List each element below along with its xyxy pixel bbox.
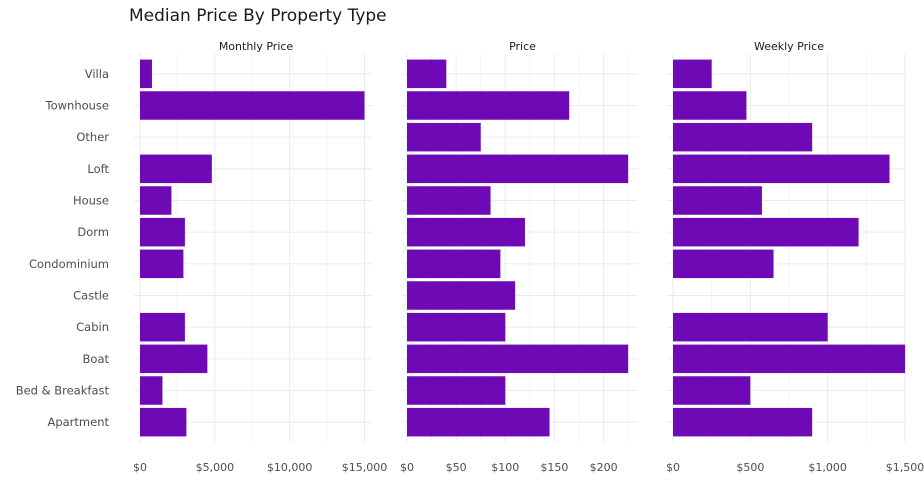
x-tick-label: $0	[400, 461, 414, 474]
bar	[673, 407, 813, 437]
bar	[407, 312, 506, 342]
category-label: Villa	[85, 67, 109, 81]
bar	[407, 154, 629, 184]
x-tick-label: $1,500	[886, 461, 924, 474]
category-label: House	[73, 194, 109, 208]
bar	[140, 312, 185, 342]
x-tick-label: $100	[491, 461, 519, 474]
bar	[140, 186, 172, 215]
category-label: Other	[76, 130, 109, 144]
bar	[140, 407, 187, 437]
x-tick-label: $15,000	[342, 461, 388, 474]
bar	[673, 59, 712, 89]
x-tick-label: $150	[540, 461, 568, 474]
category-label: Condominium	[29, 257, 109, 271]
bar	[140, 249, 184, 279]
panel-strip-label: Weekly Price	[754, 40, 824, 53]
bar	[673, 186, 762, 215]
bar	[407, 249, 501, 279]
bar	[673, 312, 828, 342]
bar	[407, 344, 629, 374]
bar	[407, 407, 550, 437]
bar	[673, 91, 747, 120]
bar	[673, 154, 890, 184]
category-label: Townhouse	[45, 99, 109, 113]
x-tick-label: $10,000	[267, 461, 313, 474]
bar	[407, 59, 447, 89]
chart-title: Median Price By Property Type	[129, 6, 387, 26]
bar	[140, 376, 163, 405]
x-tick-label: $500	[736, 461, 764, 474]
panel-strip-label: Price	[509, 40, 536, 53]
x-tick-label: $200	[590, 461, 618, 474]
x-tick-label: $1,000	[808, 461, 847, 474]
bar	[407, 122, 481, 152]
bar	[673, 344, 905, 374]
bar	[407, 376, 506, 405]
bar	[407, 186, 491, 215]
x-tick-label: $0	[666, 461, 680, 474]
bar	[140, 154, 212, 184]
bar	[140, 344, 208, 374]
bar	[140, 91, 365, 120]
category-label: Dorm	[77, 225, 109, 239]
bar	[673, 217, 859, 247]
category-label: Cabin	[76, 320, 109, 334]
bar	[407, 217, 525, 247]
bar	[673, 122, 813, 152]
bar	[140, 59, 152, 89]
category-label: Boat	[83, 352, 110, 366]
x-tick-label: $5,000	[196, 461, 235, 474]
x-tick-label: $50	[446, 461, 467, 474]
category-label: Bed & Breakfast	[16, 384, 110, 398]
bar	[673, 376, 751, 405]
category-label: Castle	[73, 289, 109, 303]
bar	[140, 217, 185, 247]
panel-strip-label: Monthly Price	[219, 40, 294, 53]
category-label: Apartment	[47, 415, 109, 429]
category-label: Loft	[87, 162, 109, 176]
x-tick-label: $0	[133, 461, 147, 474]
bar	[407, 91, 570, 120]
bar	[407, 281, 516, 310]
bar	[673, 249, 774, 279]
